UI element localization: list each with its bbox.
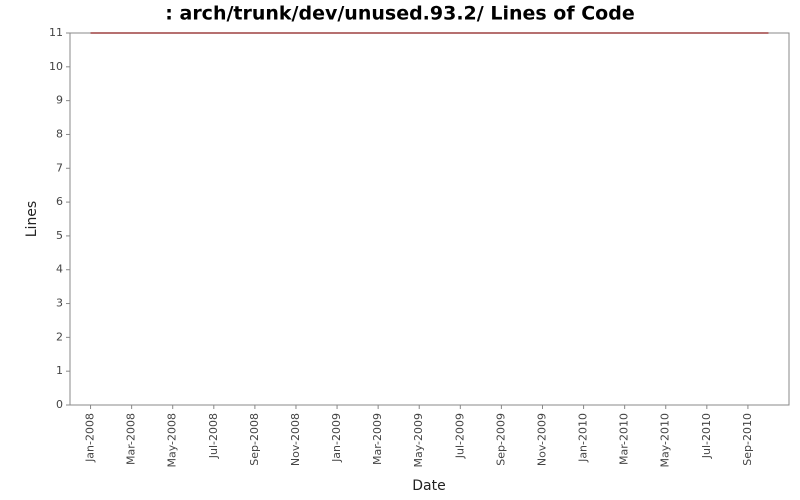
x-tick-label: Jan-2009 [330,413,343,463]
y-tick-label: 9 [56,94,63,107]
x-tick-label: Nov-2009 [535,413,548,466]
x-tick-label: May-2010 [659,413,672,468]
y-tick-label: 6 [56,195,63,208]
x-axis-label: Date [412,478,445,494]
y-tick-label: 11 [49,26,63,39]
x-tick-label: May-2008 [166,413,179,468]
y-tick-label: 3 [56,297,63,310]
y-tick-label: 10 [49,60,63,73]
x-tick-label: Jul-2009 [453,413,466,459]
chart-title: : arch/trunk/dev/unused.93.2/ Lines of C… [165,3,634,25]
y-axis-label: Lines [24,201,40,237]
x-tick-label: Mar-2010 [618,413,631,465]
y-tick-label: 0 [56,398,63,411]
y-tick-label: 8 [56,127,63,140]
y-tick-label: 2 [56,330,63,343]
y-tick-label: 5 [56,229,63,242]
x-tick-label: Sep-2010 [741,413,754,466]
x-tick-label: Nov-2008 [289,413,302,466]
x-tick-label: May-2009 [412,413,425,468]
x-tick-label: Jan-2008 [84,413,97,463]
x-tick-label: Sep-2008 [248,413,261,466]
x-tick-label: Jul-2010 [700,413,713,459]
x-tick-label: Jul-2008 [207,413,220,459]
y-tick-label: 7 [56,161,63,174]
x-tick-label: Mar-2008 [125,413,138,465]
x-tick-label: Jan-2010 [577,413,590,463]
y-tick-label: 4 [56,263,63,276]
y-tick-label: 1 [56,364,63,377]
x-tick-label: Sep-2009 [494,413,507,466]
plot-area [69,32,790,406]
x-tick-label: Mar-2009 [371,413,384,465]
